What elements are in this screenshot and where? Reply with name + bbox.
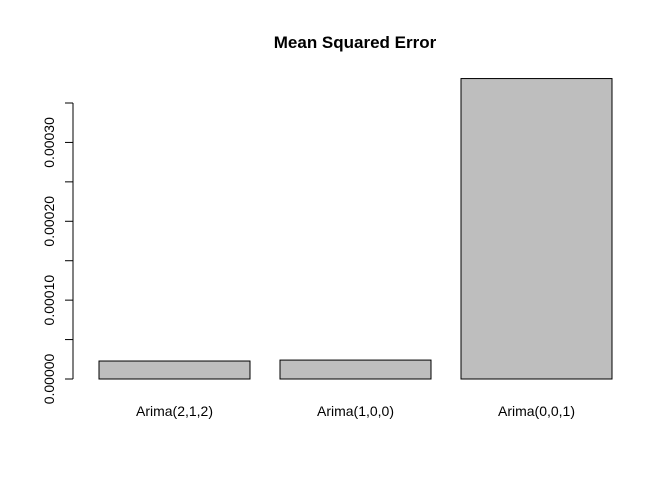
x-tick-label: Arima(1,0,0) [317,403,394,419]
x-tick-label: Arima(2,1,2) [136,403,213,419]
y-tick-label: 0.00030 [41,117,57,168]
y-tick-label: 0.00020 [41,196,57,247]
bar [279,359,432,380]
bar [460,78,613,380]
chart-title: Mean Squared Error [274,33,437,52]
y-tick-label: 0.00000 [41,353,57,404]
x-tick-label: Arima(0,0,1) [498,403,575,419]
bar [98,360,251,380]
y-tick-label: 0.00010 [41,275,57,326]
